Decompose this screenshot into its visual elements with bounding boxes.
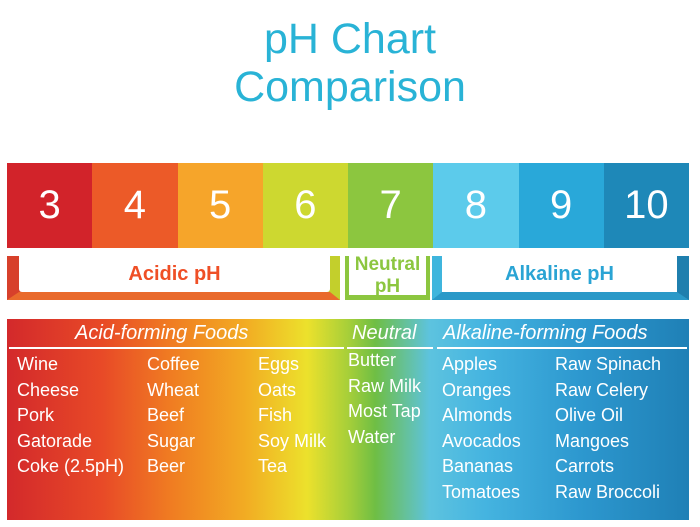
food-item: Avocados bbox=[442, 430, 521, 451]
food-item: Fish bbox=[258, 405, 293, 425]
food-item: Gatorade bbox=[17, 430, 93, 451]
acid-foods-heading: Acid-forming Foods bbox=[75, 322, 249, 344]
food-item: Oranges bbox=[442, 379, 512, 400]
acid-foods-column-1: Wine Cheese Pork Gatorade Coke (2.5pH) bbox=[17, 352, 124, 480]
food-item: Cheese bbox=[17, 379, 80, 400]
alkaline-range-bracket: Alkaline pH bbox=[432, 256, 689, 300]
food-item: Wine bbox=[17, 354, 59, 374]
food-item: Butter bbox=[348, 350, 397, 370]
ph-cell-6: 6 bbox=[262, 163, 348, 248]
food-item: Apples bbox=[442, 354, 498, 374]
food-item: Tomatoes bbox=[442, 481, 521, 502]
food-item: Soy Milk bbox=[258, 430, 327, 451]
food-item: Oats bbox=[258, 379, 297, 400]
neutral-heading-divider bbox=[347, 347, 433, 349]
neutral-foods-column: Butter Raw Milk Most Tap Water bbox=[348, 348, 421, 450]
food-item: Raw Milk bbox=[348, 375, 422, 396]
foods-panel: Acid-forming Foods Neutral Alkaline-form… bbox=[7, 319, 689, 520]
food-item: Eggs bbox=[258, 354, 300, 374]
food-item: Coffee bbox=[147, 354, 200, 374]
neutral-foods-heading: Neutral bbox=[352, 322, 417, 344]
alkaline-foods-column-1: Apples Oranges Almonds Avocados Bananas Tomat… bbox=[442, 352, 521, 505]
ph-cell-4: 4 bbox=[92, 163, 178, 248]
acid-heading-divider bbox=[9, 347, 344, 349]
chart-title-line1: pH Chart bbox=[263, 15, 437, 63]
ph-cell-5: 5 bbox=[177, 163, 263, 248]
food-item: Bananas bbox=[442, 456, 514, 476]
neutral-range-label-line1: Neutral bbox=[354, 253, 421, 275]
food-item: Almonds bbox=[442, 405, 513, 425]
ph-cell-9: 9 bbox=[518, 163, 604, 248]
acidic-range-bracket: Acidic pH bbox=[7, 256, 340, 300]
acid-foods-column-2: Coffee Wheat Beef Sugar Beer bbox=[147, 352, 200, 480]
food-item: Raw Broccoli bbox=[555, 481, 661, 502]
food-item: Raw Spinach bbox=[555, 354, 662, 374]
ph-scale-bar: 3 4 5 6 7 8 9 10 bbox=[7, 163, 689, 248]
ph-cell-7: 7 bbox=[348, 163, 434, 248]
food-item: Sugar bbox=[147, 430, 196, 451]
food-item: Pork bbox=[17, 405, 55, 425]
ph-cell-10: 10 bbox=[603, 163, 689, 248]
food-item: Tea bbox=[258, 456, 288, 476]
chart-title-line2: Comparison bbox=[234, 63, 466, 111]
neutral-range-bracket: Neutral pH bbox=[345, 253, 430, 300]
neutral-range-label-line2: pH bbox=[374, 275, 401, 297]
food-item: Raw Celery bbox=[555, 379, 649, 400]
food-item: Carrots bbox=[555, 456, 615, 476]
food-item: Most Tap bbox=[348, 401, 421, 421]
food-item: Mangoes bbox=[555, 430, 630, 451]
ph-cell-3: 3 bbox=[7, 163, 93, 248]
acidic-range-label: Acidic pH bbox=[128, 262, 221, 285]
alkaline-range-label: Alkaline pH bbox=[505, 262, 614, 285]
food-item: Wheat bbox=[147, 379, 200, 400]
alkaline-foods-heading: Alkaline-forming Foods bbox=[443, 322, 648, 344]
alkaline-heading-divider bbox=[437, 347, 687, 349]
acid-foods-column-3: Eggs Oats Fish Soy Milk Tea bbox=[258, 352, 326, 480]
food-item: Coke (2.5pH) bbox=[17, 456, 125, 476]
food-item: Beef bbox=[147, 405, 185, 425]
alkaline-foods-column-2: Raw Spinach Raw Celery Olive Oil Mangoes Car… bbox=[555, 352, 661, 505]
food-item: Beer bbox=[147, 456, 186, 476]
food-item: Water bbox=[348, 426, 396, 447]
ph-cell-8: 8 bbox=[433, 163, 519, 248]
food-item: Olive Oil bbox=[555, 405, 624, 425]
